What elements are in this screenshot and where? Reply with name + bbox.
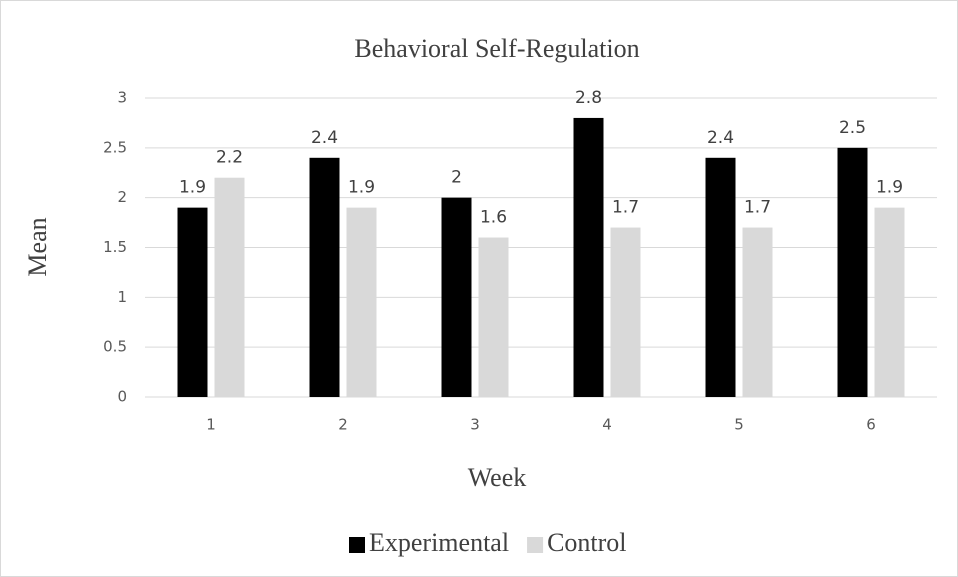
data-label: 1.6 bbox=[480, 208, 507, 228]
bar bbox=[309, 157, 340, 397]
x-tick-label: 4 bbox=[602, 416, 612, 434]
bar bbox=[478, 237, 509, 397]
x-tick-label: 2 bbox=[338, 416, 348, 434]
legend-label: Experimental bbox=[369, 528, 509, 557]
x-axis-label: Week bbox=[468, 463, 527, 492]
data-label: 2.4 bbox=[311, 128, 338, 148]
y-tick-label: 0.5 bbox=[103, 338, 127, 356]
y-tick-label: 2 bbox=[117, 188, 127, 206]
y-tick-label: 0 bbox=[117, 388, 127, 406]
legend-label: Control bbox=[547, 528, 626, 557]
legend-swatch bbox=[349, 537, 365, 553]
bar bbox=[573, 117, 604, 397]
data-label: 1.9 bbox=[179, 178, 206, 198]
bar bbox=[214, 177, 245, 397]
bar bbox=[346, 207, 377, 397]
y-tick-label: 2.5 bbox=[103, 138, 127, 156]
data-label: 2.5 bbox=[839, 118, 866, 138]
y-tick-label: 1.5 bbox=[103, 238, 127, 256]
y-tick-label: 3 bbox=[117, 89, 127, 107]
bar bbox=[837, 147, 868, 397]
x-tick-label: 5 bbox=[734, 416, 744, 434]
data-label: 2.2 bbox=[216, 148, 243, 168]
data-label: 1.7 bbox=[612, 198, 639, 218]
chart-title: Behavioral Self-Regulation bbox=[354, 34, 639, 63]
x-tick-label: 3 bbox=[470, 416, 480, 434]
legend-swatch bbox=[527, 537, 544, 553]
data-label: 1.9 bbox=[348, 178, 375, 198]
y-axis-label: Mean bbox=[23, 217, 52, 276]
bar bbox=[705, 157, 736, 397]
x-tick-label: 1 bbox=[206, 416, 216, 434]
data-label: 1.7 bbox=[744, 198, 771, 218]
bar bbox=[610, 227, 641, 397]
bar bbox=[742, 227, 773, 397]
bar bbox=[441, 197, 472, 397]
data-label: 2.4 bbox=[707, 128, 734, 148]
x-tick-label: 6 bbox=[866, 416, 876, 434]
bar bbox=[874, 207, 905, 397]
data-label: 1.9 bbox=[876, 178, 903, 198]
data-label: 2 bbox=[451, 168, 462, 188]
data-label: 2.8 bbox=[575, 88, 602, 108]
bar bbox=[177, 207, 208, 397]
y-tick-label: 1 bbox=[117, 288, 127, 306]
